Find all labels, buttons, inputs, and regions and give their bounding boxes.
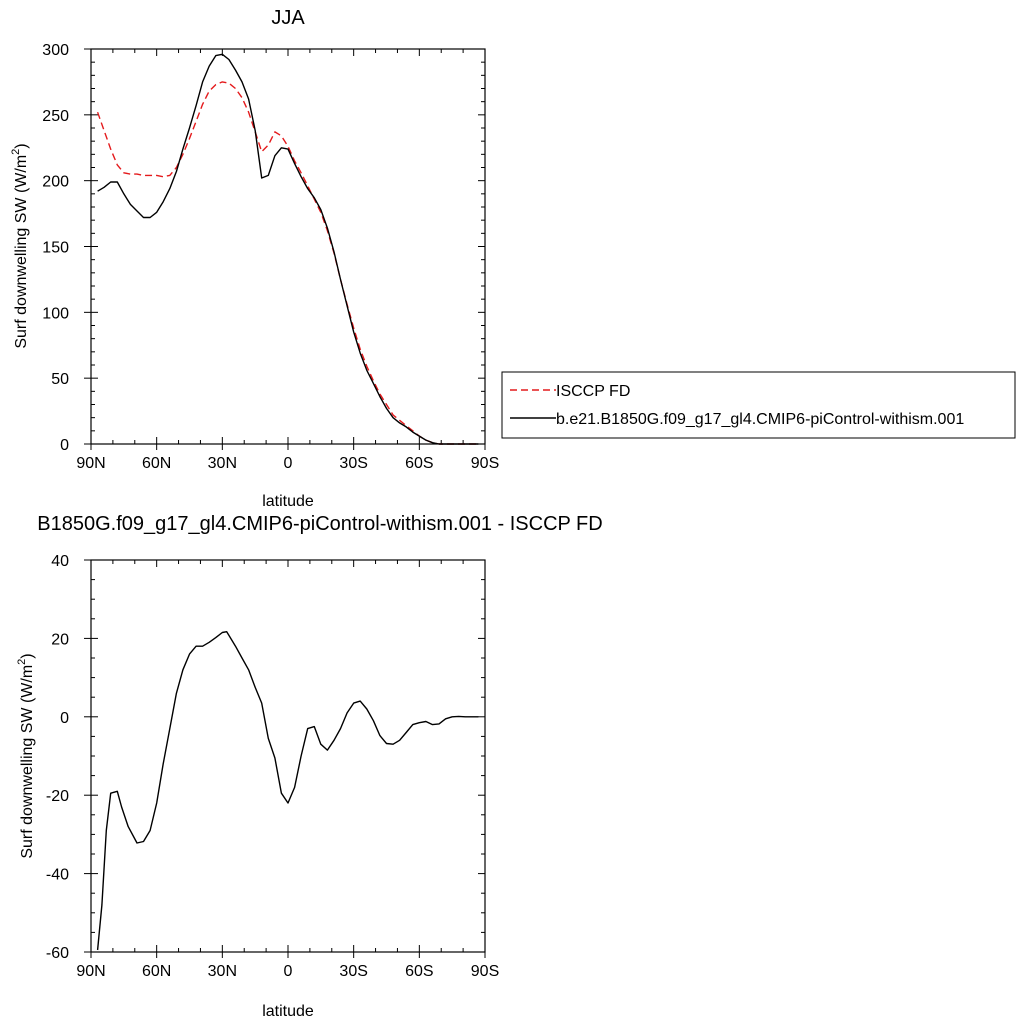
x-tick-label: 60S	[405, 455, 433, 472]
y-tick-label: 20	[51, 631, 69, 648]
x-tick-label: 60N	[142, 455, 171, 472]
top-y-axis-label-main: Surf downwelling SW (W/m	[13, 155, 30, 349]
x-tick-label: 30S	[339, 963, 367, 980]
bottom-x-axis-label: latitude	[262, 1003, 314, 1020]
x-tick-label: 90S	[471, 963, 499, 980]
bottom-y-axis-label: Surf downwelling SW (W/m2)	[16, 653, 36, 858]
x-tick-label: 60S	[405, 963, 433, 980]
x-tick-label: 30N	[208, 963, 237, 980]
y-tick-label: 50	[51, 371, 69, 388]
x-tick-label: 90N	[76, 455, 105, 472]
y-tick-label: 0	[60, 437, 69, 454]
bottom-panel: B1850G.f09_g17_gl4.CMIP6-piControl-withi…	[16, 513, 603, 1020]
top-tick-marks	[84, 48, 486, 450]
x-tick-label: 30S	[339, 455, 367, 472]
bottom-y-tick-labels: -60 -40 -20 0 20 40	[46, 553, 69, 962]
top-x-tick-labels: 90N 60N 30N 0 30S 60S 90S	[76, 455, 499, 472]
y-tick-label: -60	[46, 945, 69, 962]
series-line-top-1	[97, 53, 479, 445]
top-y-tick-labels: 0 50 100 150 200 250 300	[42, 42, 69, 454]
top-y-axis-label-sup: 2	[10, 149, 22, 155]
y-tick-label: 150	[42, 240, 69, 257]
top-y-axis-label-close: )	[13, 143, 30, 148]
y-tick-label: 250	[42, 108, 69, 125]
x-tick-label: 60N	[142, 963, 171, 980]
x-tick-label: 90S	[471, 455, 499, 472]
x-tick-label: 30N	[208, 455, 237, 472]
bottom-y-axis-label-close: )	[19, 653, 36, 658]
x-tick-label: 90N	[76, 963, 105, 980]
top-series-group	[96, 53, 479, 445]
y-tick-label: 200	[42, 174, 69, 191]
bottom-plot-frame	[90, 559, 486, 953]
bottom-y-axis-label-main: Surf downwelling SW (W/m	[19, 665, 36, 859]
y-tick-label: 100	[42, 305, 69, 322]
x-tick-label: 0	[284, 455, 293, 472]
series-line-top-0	[96, 81, 479, 445]
series-line-bot-0	[96, 631, 479, 951]
y-tick-label: -40	[46, 867, 69, 884]
bottom-series-group	[96, 631, 479, 951]
y-tick-label: 40	[51, 553, 69, 570]
y-tick-label: 0	[60, 710, 69, 727]
y-tick-label: 300	[42, 42, 69, 59]
top-chart-title: JJA	[271, 7, 305, 29]
legend: ISCCP FD b.e21.B1850G.f09_g17_gl4.CMIP6-…	[501, 371, 1016, 439]
bottom-tick-marks	[84, 559, 486, 958]
bottom-chart-title: B1850G.f09_g17_gl4.CMIP6-piControl-withi…	[37, 513, 602, 535]
bottom-x-tick-labels: 90N 60N 30N 0 30S 60S 90S	[76, 963, 499, 980]
legend-box	[501, 371, 1016, 439]
top-panel: JJA 90N 60N 30N 0 30S 60S 90S 0 50 100 150 200 250 3…	[10, 7, 499, 510]
legend-label-isccp: ISCCP FD	[556, 383, 630, 400]
x-tick-label: 0	[284, 963, 293, 980]
bottom-y-axis-label-sup: 2	[16, 659, 28, 665]
top-y-axis-label: Surf downwelling SW (W/m2)	[10, 143, 30, 348]
top-x-axis-label: latitude	[262, 493, 314, 510]
y-tick-label: -20	[46, 788, 69, 805]
legend-label-model: b.e21.B1850G.f09_g17_gl4.CMIP6-piControl…	[556, 411, 964, 428]
top-plot-frame	[90, 48, 486, 445]
